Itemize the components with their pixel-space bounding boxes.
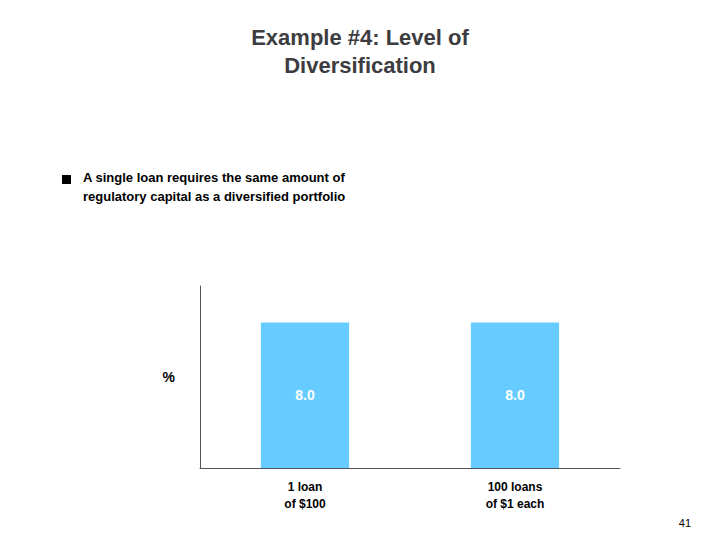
svg-text:of $1 each: of $1 each	[486, 497, 545, 511]
svg-text:A single loan requires the sam: A single loan requires the same amount o…	[83, 170, 345, 185]
svg-text:8.0: 8.0	[505, 387, 525, 403]
svg-text:%: %	[163, 369, 176, 385]
svg-text:Diversification: Diversification	[284, 53, 436, 78]
svg-text:of $100: of $100	[284, 497, 326, 511]
svg-text:Example #4: Level of: Example #4: Level of	[251, 25, 469, 50]
svg-text:41: 41	[679, 517, 691, 529]
svg-text:1 loan: 1 loan	[288, 480, 323, 494]
svg-text:100 loans: 100 loans	[488, 480, 543, 494]
svg-text:regulatory capital as a divers: regulatory capital as a diversified port…	[83, 189, 345, 204]
svg-text:8.0: 8.0	[295, 387, 315, 403]
